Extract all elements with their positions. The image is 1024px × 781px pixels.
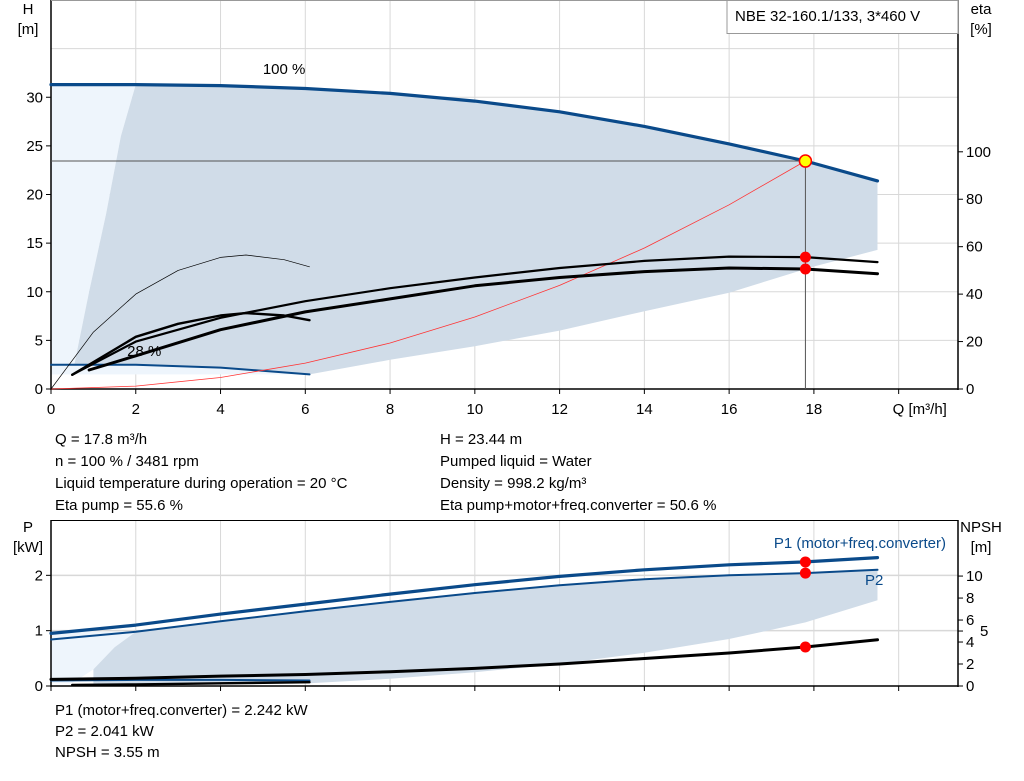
top-left-tick-label: 30 [26,89,43,106]
info-npsh: NPSH = 3.55 m [55,744,160,761]
bottom-right-tick-label: 4 [966,634,974,651]
top-x-tick-label: 14 [636,401,653,418]
bottom-series-line [50,568,879,641]
bottom-left-tick-label: 0 [35,678,43,695]
bottom-series-line [70,681,311,687]
info-eta-pump: Eta pump = 55.6 % [55,497,183,514]
bottom-right-tick-label: 0 [966,678,974,695]
bottom-right-axis-label: NPSH [960,519,1002,536]
duty-point-p2 [799,567,811,579]
top-left-axis-unit: [m] [18,21,39,38]
top-left-tick-label: 0 [35,381,43,398]
info-liquid: Pumped liquid = Water [440,453,592,470]
speed-label-28: 28 % [127,343,161,360]
bottom-left-tick-label: 2 [35,567,43,584]
top-right-axis-unit: [%] [970,21,992,38]
top-left-tick-label: 5 [35,332,43,349]
info-top-left: Q = 17.8 m³/h n = 100 % / 3481 rpm Liqui… [55,429,347,517]
info-eta-total: Eta pump+motor+freq.converter = 50.6 % [440,497,717,514]
duty-point-head [798,154,813,168]
bottom-left-axis-unit: [kW] [13,539,43,556]
top-operating-area [74,84,878,375]
top-left-tick-label: 20 [26,187,43,204]
top-x-tick-label: 4 [216,401,224,418]
top-series-line [49,82,880,183]
top-right-tick-label: 80 [966,191,983,208]
top-left-axis-label: H [23,1,34,18]
bottom-right-tick-label: 6 [966,612,974,629]
top-right-tick-label: 20 [966,334,983,351]
top-x-axis-label: Q [m³/h] [893,401,947,418]
top-x-tick-label: 2 [132,401,140,418]
info-head: H = 23.44 m [440,431,523,448]
info-speed: n = 100 % / 3481 rpm [55,453,199,470]
p2-series-label: P2 [865,572,883,589]
top-series-line [70,311,311,376]
bottom-right-tick-label: 8 [966,590,974,607]
info-top-right: H = 23.44 m Pumped liquid = Water Densit… [440,429,716,517]
bottom-operating-area [93,569,878,685]
top-left-tick-label: 15 [26,235,43,252]
top-left-tick-label: 10 [26,284,43,301]
duty-point-p1 [799,556,811,568]
duty-point-npsh [799,641,811,653]
speed-label-100: 100 % [263,61,306,78]
top-x-tick-label: 16 [721,401,738,418]
p1-series-label: P1 (motor+freq.converter) [774,535,946,552]
top-series-line [50,160,806,390]
bottom-left-axis-label: P [23,519,33,536]
bottom-series-line [49,555,880,636]
bottom-left-tick-label: 1 [35,623,43,640]
top-right-tick-label: 40 [966,286,983,303]
bottom-right-tick-label: 2 [966,656,974,673]
info-flow: Q = 17.8 m³/h [55,431,148,448]
info-density: Density = 998.2 kg/m³ [440,475,587,492]
top-x-tick-label: 18 [806,401,823,418]
top-x-tick-label: 10 [466,401,483,418]
bottom-right-tick-label: 10 [966,568,983,585]
bottom-light-area [51,631,136,684]
top-x-tick-label: 8 [386,401,394,418]
duty-point-eta-total [799,263,811,275]
title-box [726,0,959,34]
top-series-line [87,266,879,372]
top-right-tick-label: 100 [966,144,991,161]
info-p2: P2 = 2.041 kW [55,723,154,740]
top-light-area [51,84,310,375]
top-right-tick-label: 0 [966,381,974,398]
bottom-series-line [49,638,879,681]
top-series-line [71,255,879,376]
info-bottom: P1 (motor+freq.converter) = 2.242 kW P2 … [55,700,308,763]
top-x-tick-label: 6 [301,401,309,418]
top-x-tick-label: 0 [47,401,55,418]
info-temperature: Liquid temperature during operation = 20… [55,475,348,492]
duty-point-eta-pump [799,251,811,263]
info-p1: P1 (motor+freq.converter) = 2.242 kW [55,702,308,719]
top-right-tick-label: 60 [966,239,983,256]
bottom-right-tick-label: 5 [980,623,988,640]
bottom-right-axis-unit: [m] [971,539,992,556]
top-left-tick-label: 25 [26,138,43,155]
top-series-line [50,254,310,390]
top-right-axis-label: eta [971,1,993,18]
chart-title: NBE 32-160.1/133, 3*460 V [735,8,920,25]
top-x-tick-label: 12 [551,401,568,418]
